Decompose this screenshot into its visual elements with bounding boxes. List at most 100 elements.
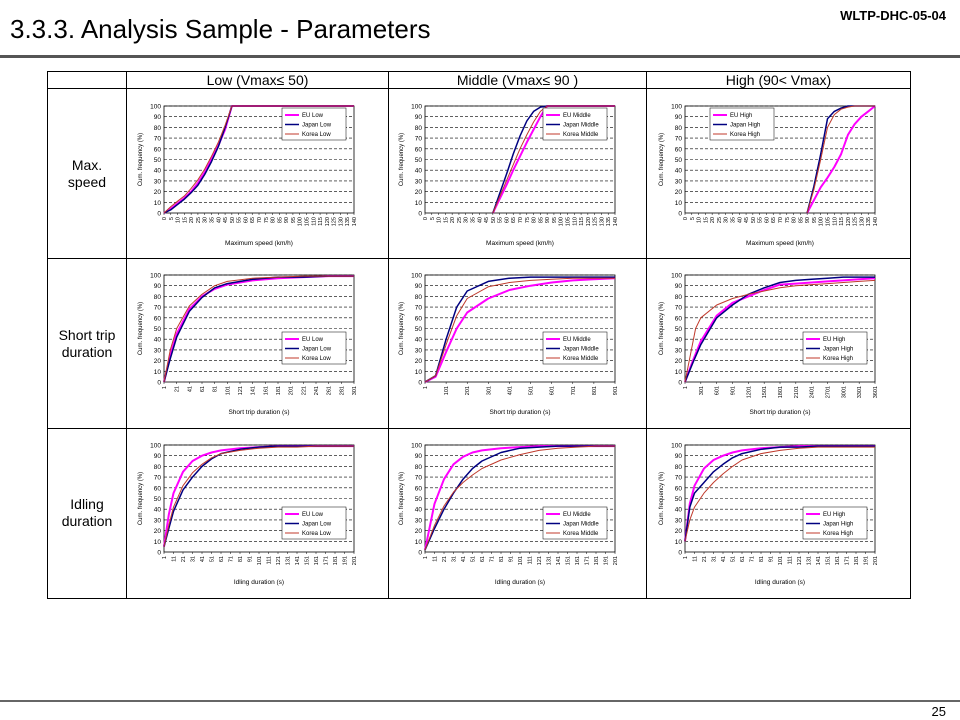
x-tick-label: 1201	[746, 386, 752, 398]
x-tick-label: 31	[712, 556, 718, 562]
x-tick-label: 30	[724, 217, 730, 223]
x-tick-label: 41	[721, 556, 727, 562]
x-tick-label: 120	[325, 217, 331, 226]
y-tick-label: 0	[418, 211, 422, 218]
x-tick-label: 10	[176, 217, 182, 223]
y-axis-title: Cum. frequency (%)	[399, 302, 405, 355]
footer-divider	[0, 700, 960, 702]
y-tick-label: 10	[415, 369, 423, 376]
y-axis-title: Cum. frequency (%)	[399, 472, 405, 525]
x-axis-title: Idling duration (s)	[234, 579, 284, 586]
series-line	[806, 105, 875, 214]
x-tick-label: 21	[175, 386, 181, 392]
x-tick-label: 140	[873, 217, 879, 226]
y-tick-label: 40	[675, 337, 683, 344]
y-tick-label: 30	[675, 178, 683, 185]
x-tick-label: 15	[443, 217, 449, 223]
column-divider	[126, 72, 127, 598]
x-tick-label: 201	[873, 556, 879, 565]
x-tick-label: 241	[314, 386, 320, 395]
y-tick-label: 100	[671, 443, 682, 450]
series-line	[163, 275, 354, 383]
y-tick-label: 40	[415, 168, 423, 175]
x-tick-label: 71	[490, 556, 496, 562]
x-tick-label: 120	[586, 217, 592, 226]
x-tick-label: 81	[213, 386, 219, 392]
x-tick-label: 30	[203, 217, 209, 223]
y-axis-title: Cum. frequency (%)	[399, 133, 405, 186]
x-tick-label: 151	[566, 556, 572, 565]
x-tick-label: 191	[604, 556, 610, 565]
x-tick-label: 101	[518, 556, 524, 565]
legend-label: Korea Middle	[563, 531, 599, 537]
x-tick-label: 135	[345, 217, 351, 226]
x-tick-label: 11	[433, 556, 439, 562]
x-tick-label: 31	[452, 556, 458, 562]
legend: EU High Japan High Korea High	[709, 107, 775, 141]
x-tick-label: 85	[798, 217, 804, 223]
x-tick-label: 50	[491, 217, 497, 223]
y-tick-label: 50	[415, 496, 423, 503]
column-header-middle: Middle (Vmax≤ 90 )	[456, 72, 579, 88]
y-tick-label: 100	[150, 104, 161, 111]
legend-label: Japan High	[823, 347, 853, 353]
x-tick-label: 161	[575, 556, 581, 565]
series-line	[163, 105, 354, 214]
y-tick-label: 20	[415, 528, 423, 535]
x-axis-title: Maximum speed (km/h)	[225, 240, 293, 247]
y-tick-label: 20	[415, 358, 423, 365]
legend-label: Japan Low	[302, 123, 332, 129]
x-tick-label: 1	[683, 556, 689, 559]
row-label-line: Idling	[70, 496, 104, 512]
y-tick-label: 0	[157, 550, 161, 557]
x-tick-label: 41	[200, 556, 206, 562]
x-tick-label: 100	[559, 217, 565, 226]
x-tick-label: 55	[237, 217, 243, 223]
y-tick-label: 80	[415, 464, 423, 471]
x-tick-label: 125	[853, 217, 859, 226]
series-line	[424, 277, 616, 383]
x-tick-label: 301	[486, 386, 492, 395]
y-tick-label: 40	[675, 168, 683, 175]
y-axis-title: Cum. frequency (%)	[659, 302, 665, 355]
legend-box	[281, 331, 347, 365]
y-tick-label: 90	[415, 114, 423, 121]
x-tick-label: 131	[547, 556, 553, 565]
x-tick-label: 91	[769, 556, 775, 562]
x-tick-label: 61	[740, 556, 746, 562]
x-tick-label: 100	[298, 217, 304, 226]
y-tick-label: 100	[150, 273, 161, 280]
legend-label: Korea High	[823, 531, 853, 537]
column-header-low: Low (Vmax≤ 50)	[206, 72, 309, 88]
x-tick-label: 35	[731, 217, 737, 223]
y-tick-label: 60	[154, 146, 162, 153]
document-id: WLTP-DHC-05-04	[840, 8, 946, 23]
row-label-line: duration	[61, 513, 113, 529]
x-tick-label: 101	[257, 556, 263, 565]
legend-label: EU Low	[302, 337, 324, 343]
y-tick-label: 70	[675, 475, 683, 482]
y-tick-label: 60	[415, 485, 423, 492]
series-line	[806, 105, 876, 214]
x-tick-label: 65	[250, 217, 256, 223]
y-tick-label: 30	[154, 178, 162, 185]
x-tick-label: 11	[693, 556, 699, 562]
column-header-high: High (90< Vmax)	[725, 72, 832, 88]
x-tick-label: 60	[243, 217, 249, 223]
y-tick-label: 70	[154, 136, 162, 143]
legend: EU High Japan High Korea High	[802, 506, 868, 540]
x-tick-label: 0	[162, 217, 168, 220]
y-tick-label: 30	[675, 347, 683, 354]
x-tick-label: 2701	[826, 386, 832, 398]
series-line	[684, 276, 875, 383]
x-tick-label: 161	[314, 556, 320, 565]
y-tick-label: 70	[415, 305, 423, 312]
x-tick-label: 130	[338, 217, 344, 226]
y-tick-label: 90	[415, 283, 423, 290]
x-tick-label: 10	[437, 217, 443, 223]
legend-label: EU High	[730, 113, 752, 119]
y-tick-label: 70	[675, 305, 683, 312]
x-tick-label: 181	[333, 556, 339, 565]
x-tick-label: 95	[812, 217, 818, 223]
